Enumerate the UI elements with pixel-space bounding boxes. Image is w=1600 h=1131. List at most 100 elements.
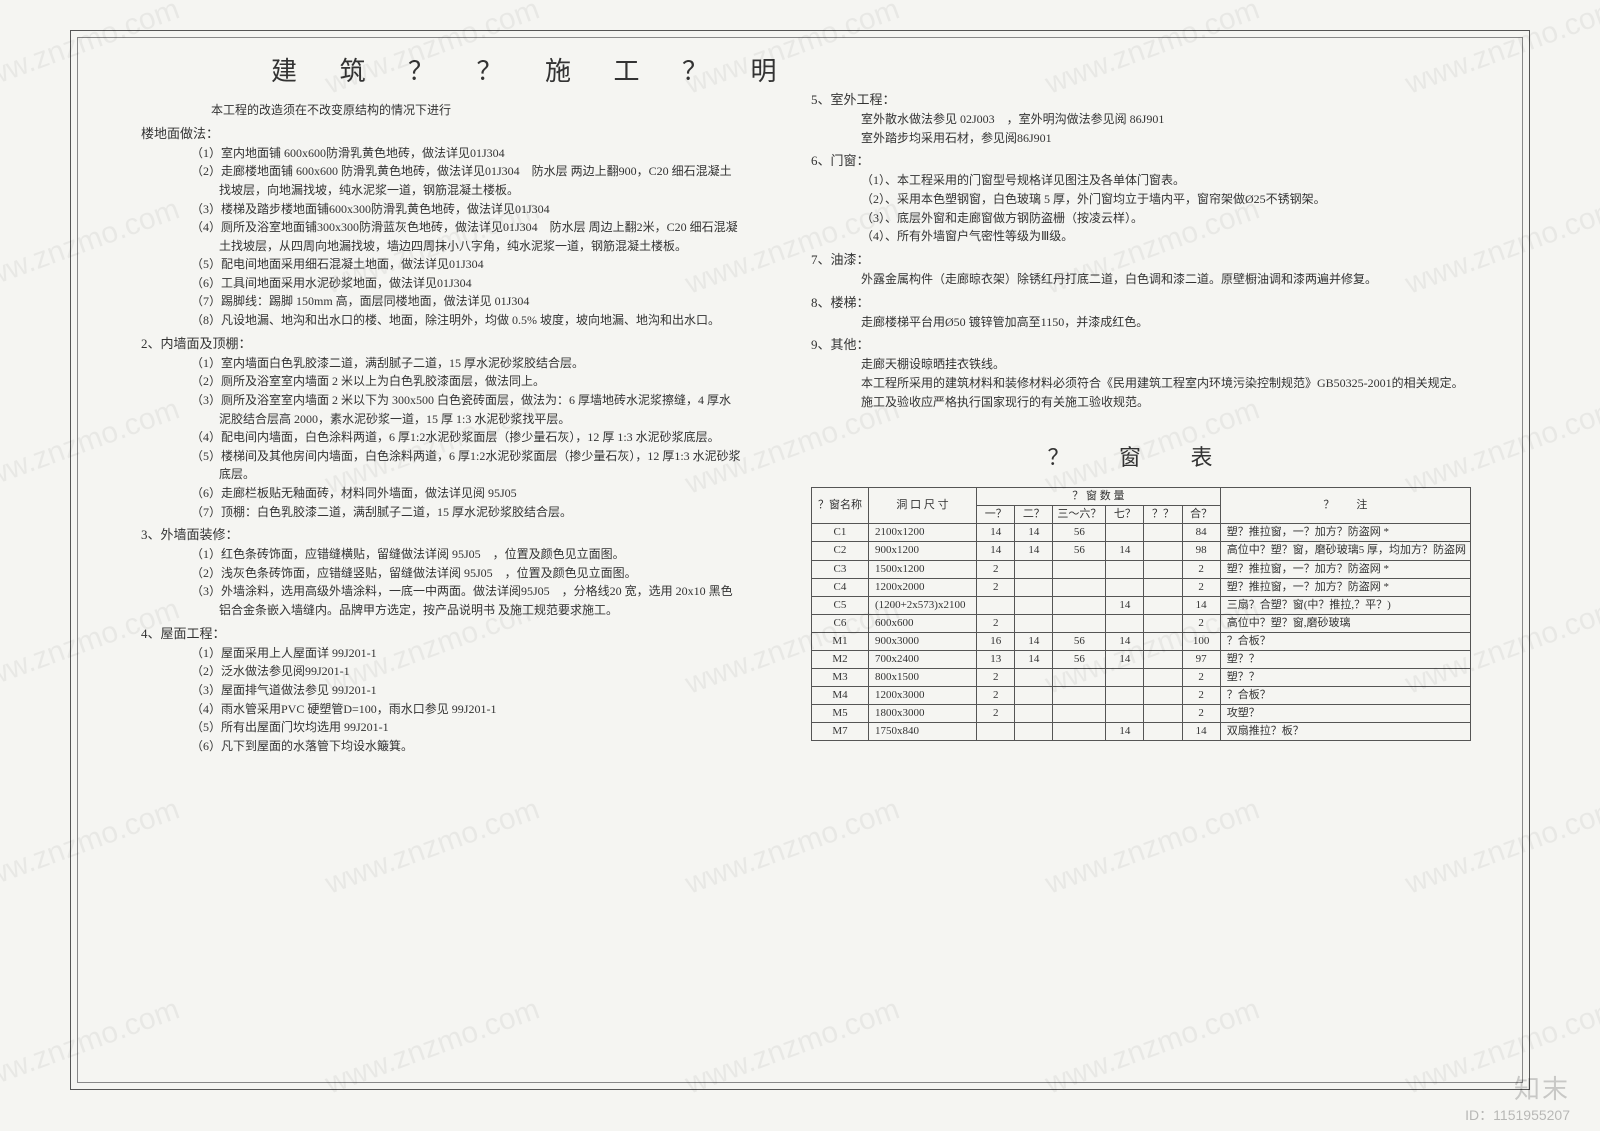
table-cell: M4 bbox=[812, 686, 869, 704]
table-cell: 2 bbox=[977, 686, 1015, 704]
table-cell bbox=[1106, 560, 1144, 578]
table-cell: M2 bbox=[812, 650, 869, 668]
spec-item: （7）顶棚：白色乳胶漆二道，满刮腻子二道，15 厚水泥砂浆胶结合层。 bbox=[191, 503, 741, 522]
table-cell: 塑？？ bbox=[1220, 668, 1470, 686]
table-cell bbox=[1106, 524, 1144, 542]
table-cell: 14 bbox=[1015, 632, 1053, 650]
table-cell bbox=[1106, 668, 1144, 686]
table-row: M3800x150022塑？？ bbox=[812, 668, 1471, 686]
table-cell bbox=[1144, 650, 1182, 668]
spec-item: 施工及验收应严格执行国家现行的有关施工验收规范。 bbox=[861, 393, 1491, 412]
spec-item: 室外散水做法参见 02J003 ，室外明沟做法参见阅 86J901 bbox=[861, 110, 1491, 129]
spec-item: （1）、本工程采用的门窗型号规格详见图注及各单体门窗表。 bbox=[861, 171, 1491, 190]
table-cell bbox=[1144, 578, 1182, 596]
spec-item: 走廊天棚设晾晒挂衣铁线。 bbox=[861, 355, 1491, 374]
table-cell: 2 bbox=[1182, 704, 1220, 722]
table-row: C12100x120014145684塑？推拉窗，一？加方？防盗网 * bbox=[812, 524, 1471, 542]
table-cell: 14 bbox=[1182, 722, 1220, 740]
table-row: M2700x24001314561497塑？？ bbox=[812, 650, 1471, 668]
table-row: C5(1200+2x573)x21001414三扇？合塑？窗(中？推拉,？平？) bbox=[812, 596, 1471, 614]
table-cell: 2100x1200 bbox=[868, 524, 976, 542]
table-cell: 14 bbox=[1106, 596, 1144, 614]
table-cell: 14 bbox=[1106, 722, 1144, 740]
table-cell: M7 bbox=[812, 722, 869, 740]
spec-item: 室外踏步均采用石材，参见阅86J901 bbox=[861, 129, 1491, 148]
table-cell: 高位中？塑？窗,磨砂玻璃 bbox=[1220, 614, 1470, 632]
table-cell: 2 bbox=[1182, 560, 1220, 578]
section-heading: 7、油漆： bbox=[811, 250, 1491, 270]
table-cell bbox=[1144, 542, 1182, 560]
table-cell: 14 bbox=[1015, 524, 1053, 542]
table-row: M1900x300016145614100？合板？ bbox=[812, 632, 1471, 650]
table-cell bbox=[1144, 722, 1182, 740]
table-cell bbox=[1015, 596, 1053, 614]
spec-item: （3）外墙涂料，选用高级外墙涂料，一底一中两面。做法详阅95J05 ，分格线20… bbox=[191, 582, 741, 619]
table-cell bbox=[1053, 614, 1106, 632]
table-cell: 攻塑？ bbox=[1220, 704, 1470, 722]
section-heading: 8、楼梯： bbox=[811, 293, 1491, 313]
spec-item: （2）泛水做法参见阅99J201-1 bbox=[191, 662, 741, 681]
spec-item: （6）走廊栏板贴无釉面砖，材料同外墙面，做法详见阅 95J05 bbox=[191, 484, 741, 503]
table-cell: 900x3000 bbox=[868, 632, 976, 650]
spec-item: （4）雨水管采用PVC 硬塑管D=100，雨水口参见 99J201-1 bbox=[191, 700, 741, 719]
table-cell bbox=[1144, 560, 1182, 578]
table-cell: 1200x2000 bbox=[868, 578, 976, 596]
table-cell bbox=[977, 722, 1015, 740]
table-cell bbox=[1144, 524, 1182, 542]
table-cell: 2 bbox=[977, 668, 1015, 686]
table-cell: 56 bbox=[1053, 524, 1106, 542]
table-cell bbox=[1053, 686, 1106, 704]
table-cell: 2 bbox=[977, 614, 1015, 632]
table-cell: ？合板？ bbox=[1220, 632, 1470, 650]
table-cell bbox=[1015, 704, 1053, 722]
table-cell: 600x600 bbox=[868, 614, 976, 632]
table-cell: 塑？？ bbox=[1220, 650, 1470, 668]
table-cell bbox=[1144, 668, 1182, 686]
spec-item: （3）厕所及浴室室内墙面 2 米以下为 300x500 白色瓷砖面层，做法为：6… bbox=[191, 391, 741, 428]
table-cell: M3 bbox=[812, 668, 869, 686]
table-cell: ？合板？ bbox=[1220, 686, 1470, 704]
spec-item: （1）室内地面铺 600x600防滑乳黄色地砖，做法详见01J304 bbox=[191, 144, 741, 163]
page-outer-frame: 建 筑 ？ ？ 施 工 ？ 明 本工程的改造须在不改变原结构的情况下进行 楼地面… bbox=[70, 30, 1530, 1090]
table-cell: M1 bbox=[812, 632, 869, 650]
table-cell: 1200x3000 bbox=[868, 686, 976, 704]
section-heading: 3、外墙面装修： bbox=[141, 525, 741, 545]
table-cell: 700x2400 bbox=[868, 650, 976, 668]
spec-item: （7）踢脚线：踢脚 150mm 高，面层同楼地面，做法详见 01J304 bbox=[191, 292, 741, 311]
table-cell: M5 bbox=[812, 704, 869, 722]
table-cell: 800x1500 bbox=[868, 668, 976, 686]
table-cell bbox=[1053, 704, 1106, 722]
table-cell bbox=[1106, 686, 1144, 704]
table-cell: 三扇？合塑？窗(中？推拉,？平？) bbox=[1220, 596, 1470, 614]
table-cell: 2 bbox=[1182, 668, 1220, 686]
table-cell bbox=[1144, 632, 1182, 650]
spec-item: （1）屋面采用上人屋面详 99J201-1 bbox=[191, 644, 741, 663]
spec-item: （1）室内墙面白色乳胶漆二道，满刮腻子二道，15 厚水泥砂浆胶结合层。 bbox=[191, 354, 741, 373]
table-row: M51800x300022攻塑？ bbox=[812, 704, 1471, 722]
table-cell bbox=[1015, 722, 1053, 740]
table-cell bbox=[1015, 560, 1053, 578]
table-row: M71750x8401414双扇推拉？板？ bbox=[812, 722, 1471, 740]
table-cell: 56 bbox=[1053, 632, 1106, 650]
table-cell bbox=[1015, 686, 1053, 704]
spec-item: （8）凡设地漏、地沟和出水口的楼、地面，除注明外，均做 0.5% 坡度，坡向地漏… bbox=[191, 311, 741, 330]
spec-item: （5）所有出屋面门坎均选用 99J201-1 bbox=[191, 718, 741, 737]
table-cell: 14 bbox=[1015, 650, 1053, 668]
table-cell: 16 bbox=[977, 632, 1015, 650]
table-cell: 56 bbox=[1053, 542, 1106, 560]
table-cell: 14 bbox=[1106, 650, 1144, 668]
spec-item: （1）红色条砖饰面，应错缝横贴，留缝做法详阅 95J05 ，位置及颜色见立面图。 bbox=[191, 545, 741, 564]
table-cell bbox=[1106, 578, 1144, 596]
table-cell bbox=[1106, 704, 1144, 722]
spec-item: （2）、采用本色塑钢窗，白色玻璃 5 厚，外门窗均立于墙内平，窗帘架做Ø25不锈… bbox=[861, 190, 1491, 209]
table-cell: 高位中？塑？窗，磨砂玻璃5 厚，均加方？防盗网 bbox=[1220, 542, 1470, 560]
table-cell: 2 bbox=[977, 578, 1015, 596]
spec-item: 本工程所采用的建筑材料和装修材料必须符合《民用建筑工程室内环境污染控制规范》GB… bbox=[861, 374, 1491, 393]
table-cell bbox=[1053, 722, 1106, 740]
table-cell: 13 bbox=[977, 650, 1015, 668]
section-heading: 6、门窗： bbox=[811, 151, 1491, 171]
spec-item: 走廊楼梯平台用Ø50 镀锌管加高至1150，并漆成红色。 bbox=[861, 313, 1491, 332]
table-cell: 14 bbox=[977, 524, 1015, 542]
table-cell bbox=[977, 596, 1015, 614]
table-cell: 塑？推拉窗，一？加方？防盗网 * bbox=[1220, 578, 1470, 596]
